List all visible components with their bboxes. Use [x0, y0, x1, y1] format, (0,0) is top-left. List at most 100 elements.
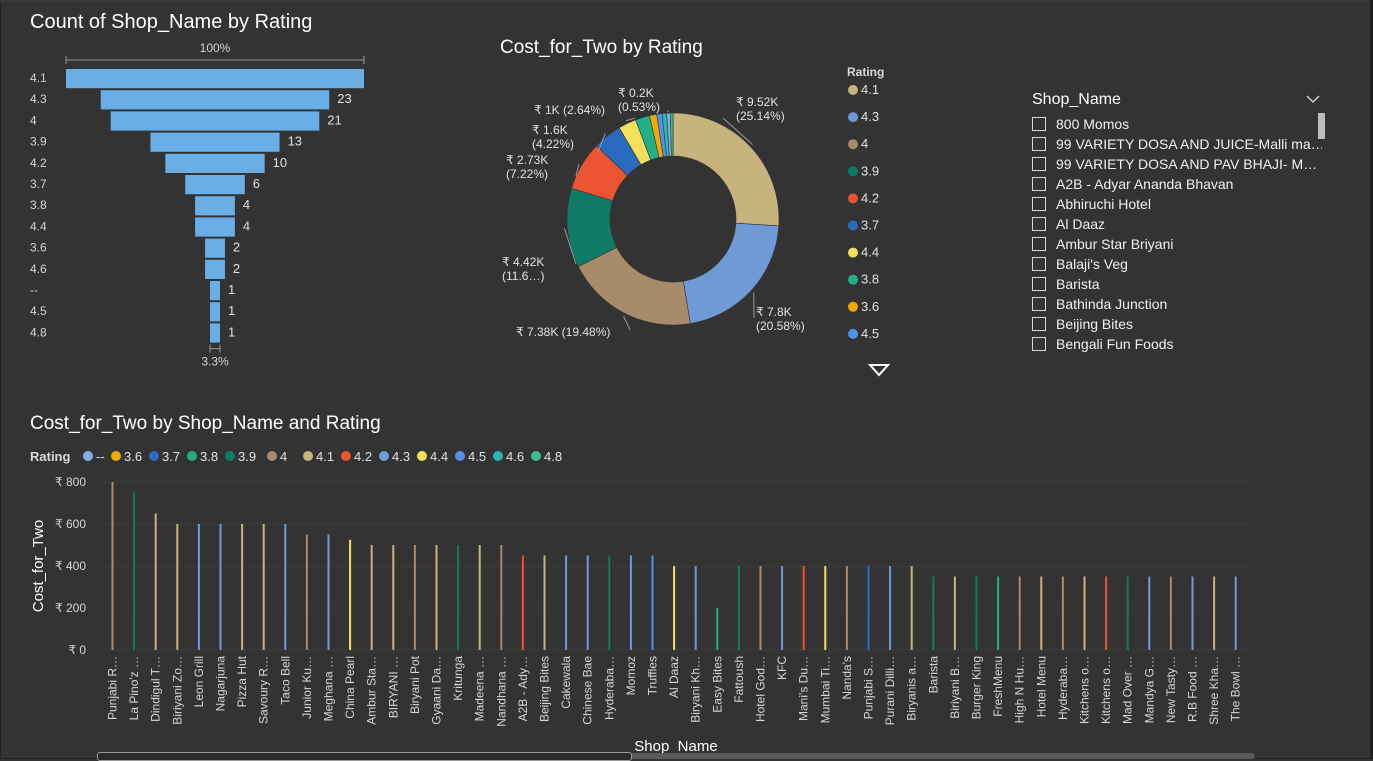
funnel-bar[interactable]: [66, 69, 364, 88]
bar[interactable]: [306, 535, 308, 651]
slicer-item[interactable]: Beijing Bites: [1032, 314, 1322, 334]
bar-legend-label[interactable]: 3.8: [200, 449, 218, 464]
bar[interactable]: [716, 608, 718, 650]
funnel-bar[interactable]: [195, 196, 235, 215]
bar[interactable]: [565, 556, 567, 651]
bar[interactable]: [112, 482, 114, 650]
bar[interactable]: [846, 566, 848, 650]
bar[interactable]: [1170, 577, 1172, 651]
funnel-bar[interactable]: [111, 111, 320, 130]
slicer-item[interactable]: A2B - Adyar Ananda Bhavan: [1032, 174, 1322, 194]
slicer-item[interactable]: Bathinda Junction: [1032, 294, 1322, 314]
checkbox[interactable]: [1032, 117, 1046, 131]
checkbox[interactable]: [1032, 177, 1046, 191]
bar[interactable]: [500, 545, 502, 650]
bar[interactable]: [1235, 577, 1237, 651]
bar-legend-label[interactable]: 4.8: [544, 449, 562, 464]
bar[interactable]: [781, 566, 783, 650]
donut-legend-label[interactable]: 3.8: [861, 272, 879, 287]
bar[interactable]: [673, 566, 675, 650]
donut-legend-label[interactable]: 3.9: [861, 163, 879, 178]
donut-legend-label[interactable]: 3.7: [861, 218, 879, 233]
bar[interactable]: [198, 524, 200, 650]
funnel-bar[interactable]: [165, 154, 264, 173]
slicer-item[interactable]: Ambur Star Briyani: [1032, 234, 1322, 254]
checkbox[interactable]: [1032, 197, 1046, 211]
slicer-item[interactable]: Balaji's Veg: [1032, 254, 1322, 274]
triangle-down-icon[interactable]: [868, 362, 892, 378]
checkbox[interactable]: [1032, 277, 1046, 291]
funnel-bar[interactable]: [210, 302, 220, 321]
bar[interactable]: [176, 524, 178, 650]
bar-legend-label[interactable]: 4.6: [506, 449, 524, 464]
slicer-item[interactable]: 99 VARIETY DOSA AND PAV BHAJI- M…: [1032, 154, 1322, 174]
bar[interactable]: [522, 556, 524, 651]
bar[interactable]: [954, 577, 956, 651]
bar[interactable]: [630, 556, 632, 651]
donut-legend-label[interactable]: 4.2: [861, 190, 879, 205]
bar-legend-label[interactable]: 4.5: [468, 449, 486, 464]
bar[interactable]: [1084, 577, 1086, 651]
bar[interactable]: [1192, 577, 1194, 651]
bar[interactable]: [436, 545, 438, 650]
funnel-bar[interactable]: [195, 217, 235, 236]
slicer-item[interactable]: 800 Momos: [1032, 114, 1322, 134]
donut-legend-label[interactable]: 3.6: [861, 299, 879, 314]
funnel-bar[interactable]: [150, 133, 279, 152]
funnel-bar[interactable]: [205, 260, 225, 279]
bar-legend-label[interactable]: 4.3: [392, 449, 410, 464]
bar[interactable]: [652, 556, 654, 651]
bar[interactable]: [1062, 577, 1064, 651]
donut-legend-label[interactable]: 4.3: [861, 109, 879, 124]
donut-legend-label[interactable]: 4: [861, 136, 868, 151]
slicer-item[interactable]: 99 VARIETY DOSA AND JUICE-Malli ma…: [1032, 134, 1322, 154]
bar[interactable]: [263, 524, 265, 650]
funnel-bar[interactable]: [210, 281, 220, 300]
donut-slice[interactable]: [673, 113, 779, 226]
bar[interactable]: [457, 545, 459, 650]
bar[interactable]: [932, 577, 934, 651]
bar-legend-label[interactable]: 3.6: [124, 449, 142, 464]
slicer-item[interactable]: Barista: [1032, 274, 1322, 294]
donut-slice[interactable]: [578, 247, 690, 325]
slicer-item[interactable]: Abhiruchi Hotel: [1032, 194, 1322, 214]
checkbox[interactable]: [1032, 317, 1046, 331]
bar[interactable]: [133, 493, 135, 651]
funnel-bar[interactable]: [205, 239, 225, 258]
bar[interactable]: [587, 556, 589, 651]
bar-chart[interactable]: ₹ 0₹ 200₹ 400₹ 600₹ 800Cost_for_TwoPunja…: [0, 466, 1290, 756]
bar[interactable]: [1019, 577, 1021, 651]
bar[interactable]: [479, 545, 481, 650]
bar-legend-label[interactable]: 3.7: [162, 449, 180, 464]
bar[interactable]: [155, 514, 157, 651]
bar[interactable]: [392, 545, 394, 650]
bar[interactable]: [220, 524, 222, 650]
bar-legend-label[interactable]: 3.9: [238, 449, 256, 464]
bar-legend-label[interactable]: --: [96, 449, 105, 464]
checkbox[interactable]: [1032, 137, 1046, 151]
slicer-scrollbar[interactable]: [1318, 113, 1325, 139]
bar[interactable]: [349, 540, 351, 650]
checkbox[interactable]: [1032, 257, 1046, 271]
checkbox[interactable]: [1032, 157, 1046, 171]
bar[interactable]: [738, 566, 740, 650]
slicer-item[interactable]: Bengali Fun Foods: [1032, 334, 1322, 354]
slicer-item[interactable]: Al Daaz: [1032, 214, 1322, 234]
bar[interactable]: [544, 556, 546, 651]
bar[interactable]: [328, 535, 330, 651]
bar[interactable]: [695, 566, 697, 650]
checkbox[interactable]: [1032, 297, 1046, 311]
bar[interactable]: [760, 566, 762, 650]
donut-legend-label[interactable]: 4.5: [861, 326, 879, 341]
bar[interactable]: [868, 566, 870, 650]
bar[interactable]: [414, 545, 416, 650]
checkbox[interactable]: [1032, 337, 1046, 351]
funnel-bar[interactable]: [210, 323, 220, 342]
bar[interactable]: [889, 566, 891, 650]
bar[interactable]: [1127, 577, 1129, 651]
bar[interactable]: [997, 577, 999, 651]
chevron-down-icon[interactable]: [1306, 94, 1320, 104]
bar[interactable]: [608, 556, 610, 651]
